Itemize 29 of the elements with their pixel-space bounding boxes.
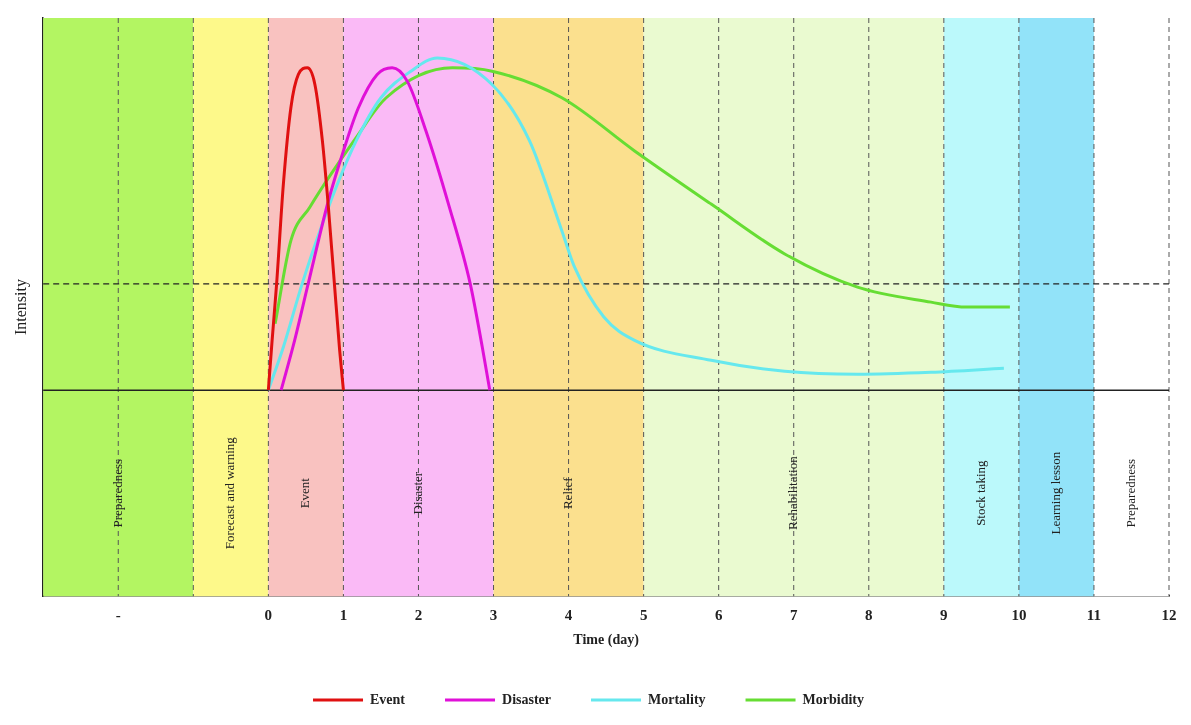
band-label: Event [297,477,313,509]
legend-label: Event [370,691,406,707]
band-label: Stock taking [972,460,988,526]
x-axis-title: Time (day) [573,632,640,649]
band-label: Rehabilitation [785,455,801,531]
legend-label: Mortality [648,691,706,707]
legend-label: Disaster [502,691,552,707]
x-tick-label: 0 [264,607,273,624]
x-tick-label: 5 [639,607,648,624]
x-tick-label: 9 [940,607,948,624]
band-label: Relief [560,476,575,510]
x-tick-label: 1 [339,607,348,624]
legend-label: Morbidity [802,691,864,707]
band-label: Learning lesson [1047,451,1063,535]
x-tick-label: 2 [414,607,423,624]
x-tick-label: 12 [1161,607,1177,624]
y-axis-title: Intensity [11,279,30,336]
x-tick-label: - [115,607,121,624]
band-label: Forecast and warning [222,436,238,550]
x-tick-label: 11 [1086,607,1102,624]
band-label: Preparedness [1122,458,1138,528]
x-tick-label: 3 [489,607,498,624]
x-tick-label: 7 [789,607,798,624]
x-tick-label: 4 [564,607,573,624]
x-tick-label: 6 [714,607,723,624]
band-label: Preparedness [109,458,125,528]
band-label: Disaster [409,471,425,515]
x-tick-label: 10 [1011,607,1027,624]
x-tick-label: 8 [865,607,873,624]
